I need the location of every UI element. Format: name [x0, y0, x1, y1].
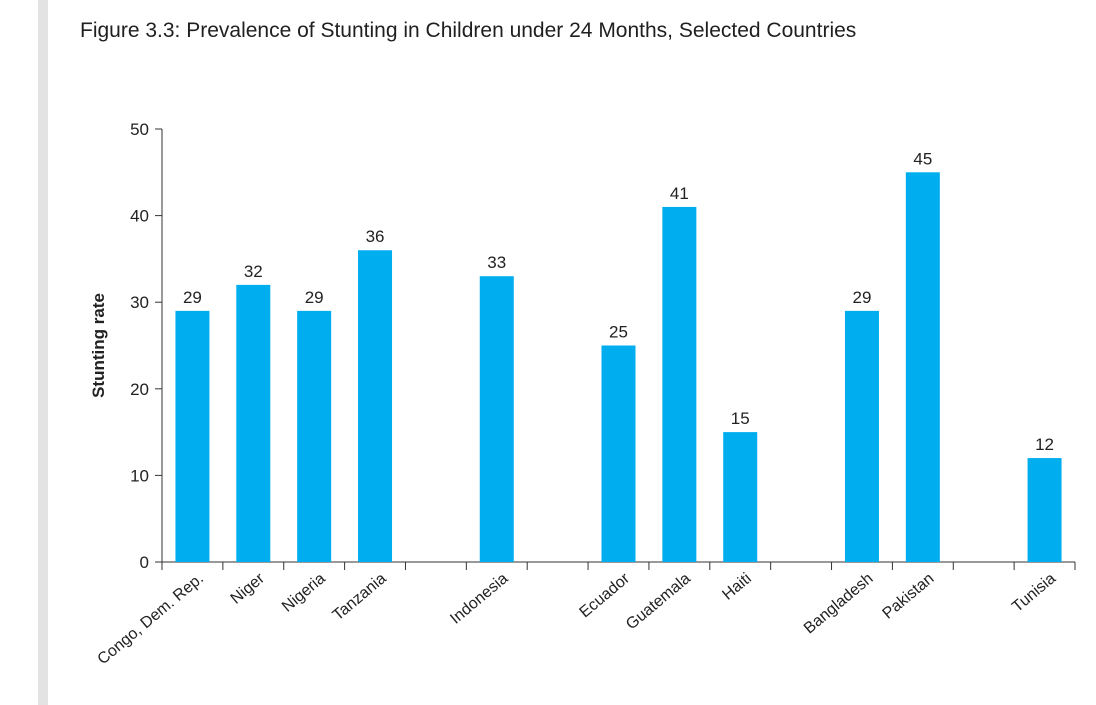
x-tick-label: Indonesia: [447, 570, 511, 628]
bar-value-label: 29: [183, 288, 202, 307]
bar-value-label: 32: [244, 262, 263, 281]
x-tick-label: Tanzania: [330, 570, 390, 624]
x-tick-label: Guatemala: [623, 570, 694, 633]
figure-title: Figure 3.3: Prevalence of Stunting in Ch…: [80, 19, 857, 42]
bar-value-label: 29: [305, 288, 324, 307]
bar: [236, 284, 271, 562]
left-margin-rule: [38, 0, 48, 705]
bar-value-label: 33: [487, 253, 506, 272]
bar: [479, 276, 514, 562]
x-tick-label: Congo, Dem. Rep.: [95, 570, 207, 668]
bar-value-label: 29: [853, 288, 872, 307]
y-tick-label: 20: [130, 380, 149, 399]
x-tick-label: Nigeria: [279, 570, 329, 616]
x-tick-label: Pakistan: [879, 570, 937, 622]
x-tick-label: Haiti: [719, 570, 754, 604]
bar: [723, 432, 758, 562]
bar-value-label: 41: [670, 184, 689, 203]
y-axis-title: Stunting rate: [89, 293, 108, 398]
bar: [905, 172, 940, 563]
bar: [601, 345, 636, 562]
x-tick-label: Niger: [228, 570, 269, 608]
y-tick-label: 30: [130, 293, 149, 312]
bar: [844, 310, 879, 562]
y-tick-label: 50: [130, 120, 149, 139]
bar-value-label: 25: [609, 323, 628, 342]
bar: [175, 310, 210, 562]
x-tick-label: Tunisia: [1009, 570, 1059, 616]
bar: [297, 310, 332, 562]
y-tick-label: 40: [130, 207, 149, 226]
x-tick-label: Bangladesh: [801, 570, 877, 637]
x-tick-label: Ecuador: [576, 570, 633, 622]
bar-value-label: 45: [913, 149, 932, 168]
bar: [662, 206, 697, 562]
bar-value-label: 36: [366, 227, 385, 246]
bar: [358, 250, 393, 563]
bar-value-label: 12: [1035, 435, 1054, 454]
bar: [1027, 458, 1062, 562]
y-tick-label: 0: [140, 553, 149, 572]
y-tick-label: 10: [130, 466, 149, 485]
bar-value-label: 15: [731, 409, 750, 428]
